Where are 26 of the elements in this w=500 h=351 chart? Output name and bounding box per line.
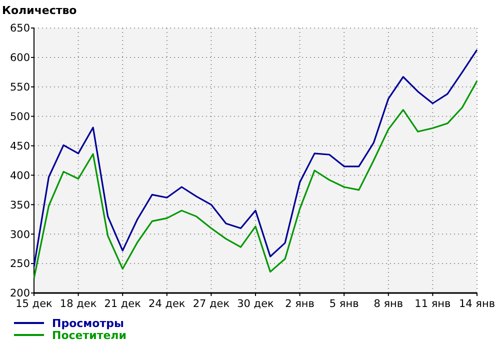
x-tick-label: 30 дек xyxy=(237,298,274,310)
legend-label: Посетители xyxy=(52,328,126,342)
x-tick-label: 8 янв xyxy=(374,298,404,310)
y-tick-label: 250 xyxy=(10,258,30,270)
legend-label: Просмотры xyxy=(52,316,124,330)
x-tick-label: 27 дек xyxy=(192,298,230,310)
y-tick-label: 350 xyxy=(10,199,30,212)
y-tick-label: 600 xyxy=(10,52,30,64)
line-series xyxy=(33,80,478,280)
x-tick-label: 15 дек xyxy=(16,298,52,310)
line-series xyxy=(33,48,478,268)
x-tick-label: 18 дек xyxy=(60,298,97,310)
y-tick-label: 550 xyxy=(10,82,30,94)
y-tick-label: 200 xyxy=(10,288,30,300)
y-tick-label: 400 xyxy=(10,170,30,182)
x-tick-label: 14 янв xyxy=(458,298,496,310)
y-tick-label: 300 xyxy=(10,228,30,241)
x-tick-label: 2 янв xyxy=(285,298,314,310)
y-tick-label: 650 xyxy=(10,22,30,35)
x-tick-label: 24 дек xyxy=(148,298,186,310)
y-tick-label: 450 xyxy=(10,140,30,152)
x-tick-label: 11 янв xyxy=(414,298,451,310)
x-tick-label: 21 дек xyxy=(104,298,141,310)
x-tick-label: 5 янв xyxy=(329,298,359,310)
y-tick-label: 500 xyxy=(10,111,30,124)
y-axis-title: Количество xyxy=(2,4,78,17)
